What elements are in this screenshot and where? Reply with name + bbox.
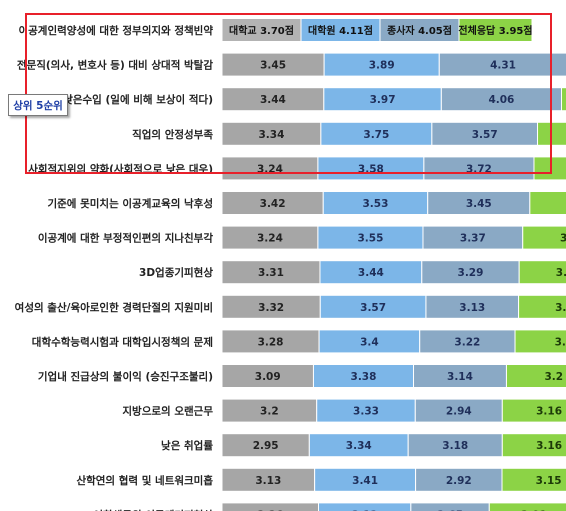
bar-전체응답 [488,502,566,511]
bar-value-label: 3.14 [447,371,473,383]
bar-전체응답 [501,467,566,492]
row-label: 여학생들의 이공계기피현상 [93,508,213,511]
bar-대학원 [317,502,412,511]
bar-value-label: 3.97 [370,94,396,106]
bar-value-label: 2.65 [437,509,463,511]
bar-value-label: 3.4 [360,336,379,348]
row-label: 낮은수입 (일에 비해 보상이 적다) [63,93,213,106]
bar-value-label: 3.34 [258,129,284,141]
bar-value-label: 4.06 [488,94,514,106]
row-label: 3D업종기피현상 [139,266,213,279]
header-segment-label: 종사자 4.05점 [387,24,452,37]
bar-value-label: 3.12 [352,509,378,511]
bar-value-label: 3.44 [358,267,384,279]
header-segment-label: 대학원 4.11점 [308,24,373,37]
row-label: 낮은 취업률 [161,439,213,452]
bar-value-label: 3.31 [258,267,284,279]
row-label: 직업의 안정성부족 [132,128,213,141]
bar-value-label: 3.3 [555,336,566,348]
bar-종사자 [410,502,490,511]
bar-value-label: 2.95 [253,440,279,452]
bar-전체응답 [501,398,566,423]
bar-전체응답 [505,364,566,388]
bar-value-label: 3.13 [255,475,281,487]
bar-value-label: 3.13 [459,302,485,314]
bar-value-label: 3.24 [257,233,283,245]
bar-value-label: 3.89 [369,60,395,72]
bar-value-label: 3.57 [472,129,498,141]
bar-전체응답 [501,433,566,458]
bar-전체응답 [529,191,566,215]
row-label: 기업내 진급상의 불이익 (승진구조불리) [38,370,213,383]
bar-value-label: 3.26 [257,509,283,511]
bar-value-label: 3.33 [353,406,379,418]
bar-전체응답 [518,260,566,285]
bar-value-label: 3.34 [346,440,372,452]
bar-value-label: 3.53 [363,198,389,210]
bar-전체응답 [522,225,566,250]
bar-전체응답 [514,329,566,354]
bar-value-label: 3.29 [458,267,484,279]
row-label: 산학연의 협력 및 네트워크미흡 [76,474,213,487]
bar-value-label: 3.57 [360,302,386,314]
header-row-label: 이공계인력양성에 대한 정부의지와 정책빈약 [18,24,213,37]
bar-value-label: 3.2 [260,406,279,418]
bar-value-label: 3.2 [545,371,564,383]
bar-value-label: 3.45 [466,198,492,210]
bar-value-label: 3.35 [556,267,566,279]
bar-value-label: 3.16 [536,406,562,418]
bar-value-label: 3.38 [351,371,377,383]
bar-전체응답 [533,156,566,181]
row-label: 여성의 출산/육아로인한 경력단절의 지원미비 [15,301,213,314]
bar-value-label: 3.16 [536,440,562,452]
top5-highlight-box [25,13,552,174]
header-segment-label: 전체응답 3.95점 [458,24,532,37]
top5-badge: 상위 5순위 [8,94,68,116]
header-segment-label: 대학교 3.70점 [229,24,294,37]
header-segment-전체응답 [458,18,533,42]
bar-value-label: 4.31 [490,60,516,72]
row-label: 대학수학능력시험과 대학입시정책의 문제 [32,335,213,348]
row-label: 이공계에 대한 부정적인편의 지나친부각 [38,232,214,245]
bar-value-label: 3.09 [255,371,281,383]
bar-value-label: 2.94 [446,406,472,418]
bar-value-label: 3.34 [555,302,566,314]
row-label: 기준에 못미치는 이공계교육의 낙후성 [47,197,213,210]
row-label: 전문직(의사, 변호사 등) 대비 상대적 박탈감 [17,59,213,72]
bar-value-label: 3.75 [363,129,389,141]
bar-value-label: 3.01 [521,509,547,511]
bar-전체응답 [518,294,566,319]
bar-value-label: 3.41 [352,475,378,487]
bar-value-label: 3.32 [258,302,284,314]
bar-value-label: 3.37 [460,233,486,245]
bar-value-label: 3.28 [258,336,284,348]
bar-대학교 [221,502,319,511]
bar-value-label: 3.22 [454,336,480,348]
bar-value-label: 3.45 [260,60,286,72]
bar-value-label: 3.55 [357,233,383,245]
bar-value-label: 3.18 [442,440,468,452]
bar-value-label: 2.92 [446,475,472,487]
bar-value-label: 3.44 [260,94,286,106]
bar-value-label: 3.15 [536,475,562,487]
row-label: 지방으로의 오랜근무 [122,405,213,418]
bar-value-label: 3.42 [260,198,286,210]
bar-value-label: 3.39 [560,233,566,245]
bar-종사자 [438,52,566,77]
bar-전체응답 [561,87,566,112]
